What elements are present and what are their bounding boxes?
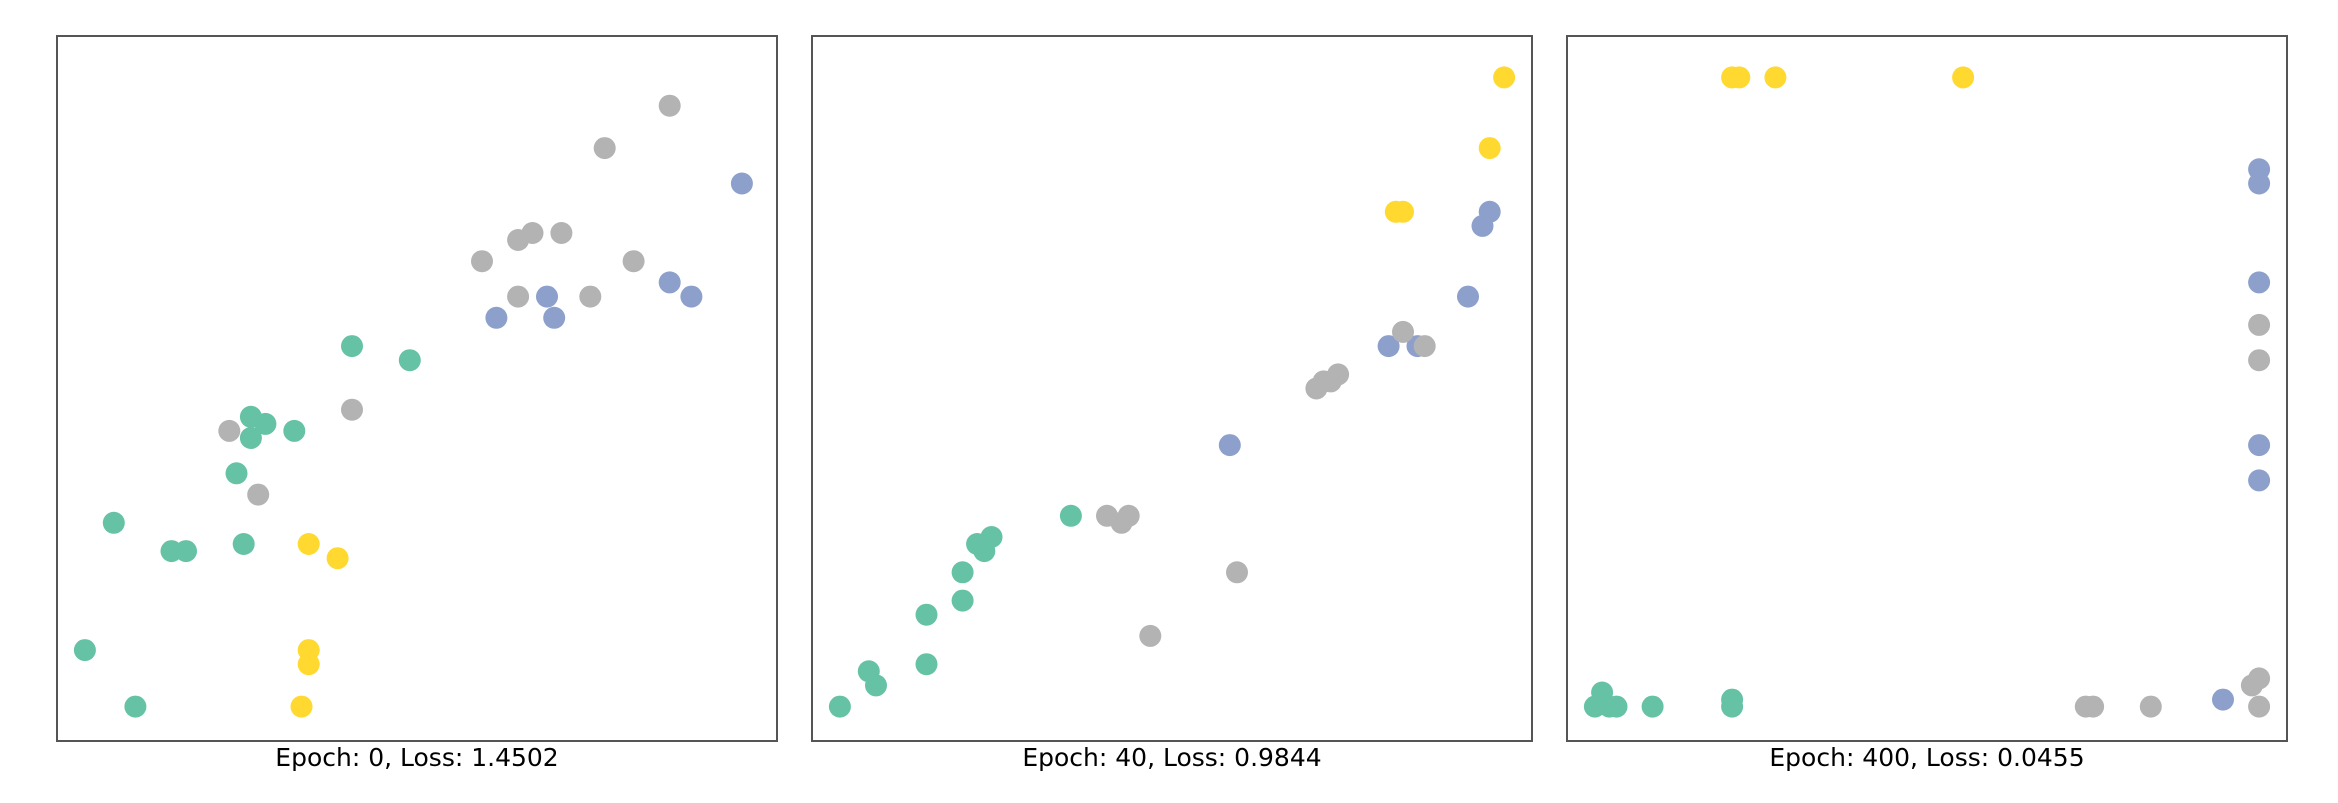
data-point-class-3 [2082,695,2105,718]
data-point-class-3 [507,285,530,308]
data-point-class-2 [1478,137,1501,160]
data-point-class-0 [239,427,262,449]
data-point-class-0 [225,462,248,485]
data-point-class-0 [1591,681,1614,704]
data-point-class-2 [1952,66,1975,89]
data-point-class-0 [232,533,255,555]
chart-title-epoch-400: Epoch: 400, Loss: 0.0455 [1769,743,2085,772]
data-point-class-3 [2248,313,2271,336]
data-point-class-0 [980,526,1003,548]
data-point-class-0 [283,419,306,442]
data-point-class-0 [865,674,887,697]
data-point-class-0 [175,540,197,563]
data-point-class-0 [951,561,974,584]
data-point-class-0 [1059,504,1082,527]
data-point-class-0 [951,589,974,612]
plot-frame [56,35,778,742]
data-point-class-1 [1377,335,1400,358]
data-point-class-3 [218,419,241,442]
data-point-class-1 [680,285,703,308]
data-point-class-2 [297,653,320,676]
data-point-class-1 [658,271,681,294]
data-point-class-3 [247,483,270,506]
data-point-class-2 [290,695,313,718]
data-point-class-0 [1721,688,1744,711]
scatter-plot-epoch-40 [811,35,1533,742]
data-point-class-2 [1392,200,1414,223]
data-point-class-0 [1605,695,1628,718]
data-point-class-3 [2248,695,2271,718]
data-point-class-0 [102,511,125,534]
chart-title-epoch-40: Epoch: 40, Loss: 0.9844 [1022,743,1322,772]
data-point-class-3 [1392,320,1414,343]
data-point-class-3 [1117,504,1140,527]
data-point-class-1 [2248,434,2271,457]
data-point-class-0 [398,349,421,372]
data-point-class-3 [341,398,363,421]
data-point-class-1 [2248,271,2271,294]
data-point-class-2 [1764,66,1787,89]
data-point-class-2 [326,547,349,570]
data-point-class-2 [1728,66,1751,89]
data-point-class-3 [1413,335,1436,358]
data-point-class-2 [297,533,320,555]
data-point-class-0 [73,639,96,662]
scatter-plot-epoch-400 [1566,35,2288,742]
data-point-class-3 [658,94,681,117]
data-point-class-1 [1218,434,1241,457]
scatter-panel-epoch-40 [811,35,1533,742]
data-point-class-3 [1327,363,1350,386]
plot-frame [811,35,1533,742]
data-point-class-3 [2248,349,2271,372]
data-point-class-3 [1139,624,1162,647]
data-point-class-3 [521,222,544,244]
scatter-panel-epoch-400 [1566,35,2288,742]
data-point-class-3 [593,137,616,160]
data-point-class-0 [828,695,851,718]
data-point-class-1 [485,306,508,329]
scatter-panel-epoch-0 [56,35,778,742]
data-point-class-0 [915,603,938,626]
data-point-class-0 [254,412,277,435]
data-point-class-3 [2139,695,2162,718]
data-point-class-3 [622,250,645,273]
data-point-class-1 [2248,469,2271,492]
scatter-plot-epoch-0 [56,35,778,742]
data-point-class-0 [341,335,363,358]
data-point-class-0 [915,653,938,676]
plot-frame [1566,35,2288,742]
data-point-class-0 [124,695,147,718]
data-point-class-1 [2212,688,2234,711]
data-point-class-0 [1641,695,1664,718]
data-point-class-3 [2248,667,2271,690]
data-point-class-1 [1478,200,1501,223]
data-point-class-2 [1493,66,1516,89]
chart-title-epoch-0: Epoch: 0, Loss: 1.4502 [275,743,559,772]
data-point-class-3 [471,250,493,273]
data-point-class-1 [1457,285,1479,308]
data-point-class-1 [536,285,558,308]
data-point-class-1 [730,172,753,195]
data-point-class-3 [579,285,602,308]
data-point-class-3 [550,222,573,244]
data-point-class-1 [543,306,566,329]
data-point-class-1 [2248,172,2271,195]
data-point-class-3 [1226,561,1248,584]
